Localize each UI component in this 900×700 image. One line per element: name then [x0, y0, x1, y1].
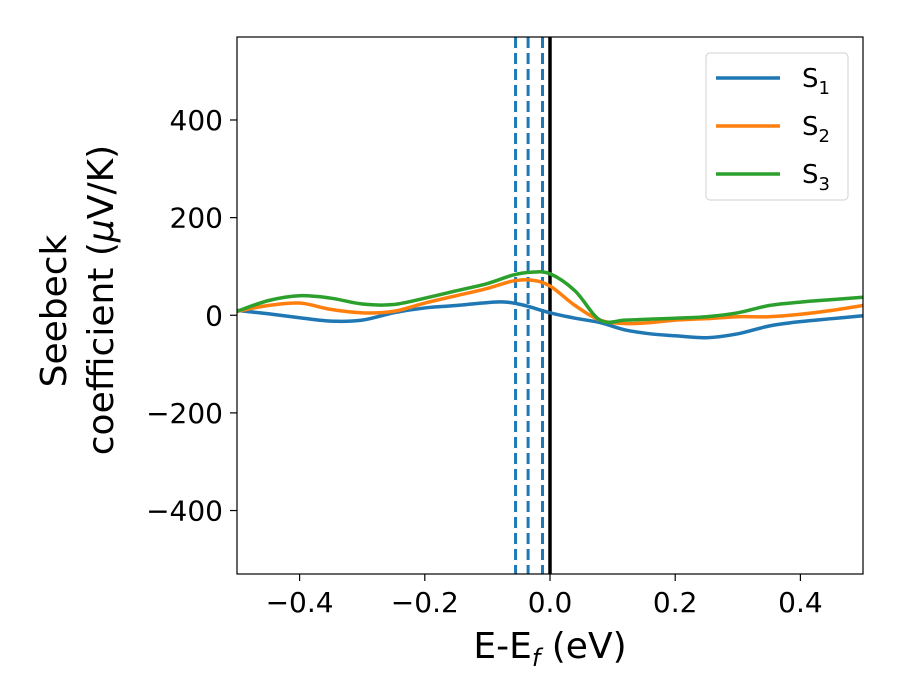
y-axis-title-line2: coefficient (μV/K): [81, 145, 122, 455]
x-axis-title-unit: (eV): [540, 626, 626, 667]
legend-label-s3: S3: [802, 160, 830, 195]
series-line-s2: [237, 277, 863, 326]
y-tick-label: 200: [170, 202, 223, 235]
x-tick-label: 0.4: [778, 586, 823, 619]
x-axis-ticks: −0.4 −0.2 0.0 0.2 0.4: [266, 574, 823, 619]
legend: S1 S2 S3: [705, 52, 849, 201]
y-tick-label: 400: [170, 104, 223, 137]
y-axis-title: Seebeck coefficient (μV/K): [34, 145, 122, 455]
series-line-s3: [237, 270, 863, 325]
series-line-s1: [237, 300, 863, 340]
y-axis-ticks: −400 −200 0 200 400: [146, 104, 237, 528]
y-axis-title-prefix: coefficient (: [81, 242, 122, 455]
x-tick-label: −0.2: [391, 586, 459, 619]
y-tick-label: −200: [146, 397, 223, 430]
x-tick-label: −0.4: [266, 586, 334, 619]
y-axis-title-line1: Seebeck: [34, 234, 75, 387]
series-lines: [237, 270, 863, 340]
x-tick-label: 0.2: [653, 586, 698, 619]
y-axis-title-mu: μ: [81, 219, 122, 243]
y-tick-label: 0: [205, 299, 223, 332]
legend-label-s2: S2: [802, 112, 830, 147]
vertical-lines: [514, 37, 552, 574]
y-tick-label: −400: [146, 495, 223, 528]
legend-label-s1: S1: [802, 64, 830, 99]
x-axis-title-main: E-E: [473, 626, 531, 667]
x-axis-title: E-Ef (eV): [473, 626, 626, 672]
y-axis-title-unit: V/K): [81, 145, 122, 219]
x-tick-label: 0.0: [528, 586, 573, 619]
